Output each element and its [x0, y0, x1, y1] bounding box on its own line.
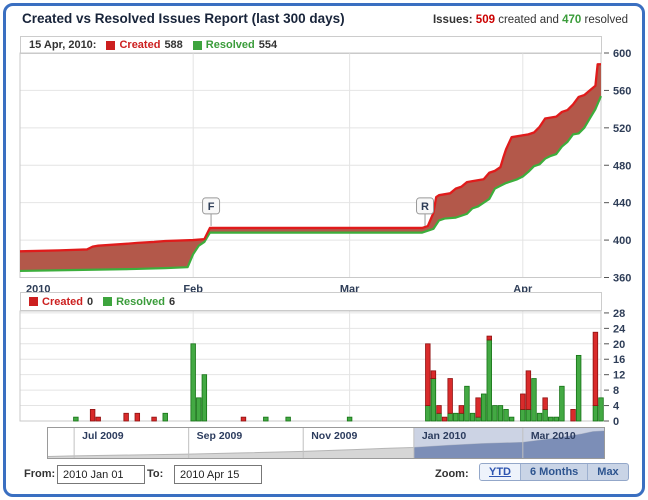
zoom-max-button[interactable]: Max: [588, 464, 627, 480]
created-line: [19, 63, 601, 253]
main-chart-legend: 15 Apr, 2010: Created 588 Resolved 554: [20, 36, 602, 54]
stacked-bars: [73, 331, 604, 422]
svg-text:F: F: [208, 201, 215, 213]
svg-text:Nov 2009: Nov 2009: [311, 430, 357, 442]
svg-text:560: 560: [613, 85, 631, 97]
svg-text:440: 440: [613, 198, 631, 210]
created-swatch-icon: [106, 40, 116, 50]
svg-text:360: 360: [613, 273, 631, 285]
svg-text:16: 16: [613, 354, 625, 366]
svg-text:600: 600: [613, 48, 631, 60]
bar-legend-created-value: 0: [86, 295, 94, 308]
svg-text:520: 520: [613, 123, 631, 135]
issues-summary-prefix: Issues:: [432, 14, 473, 26]
issues-summary-suffix: resolved: [584, 14, 628, 26]
to-label: To:: [147, 468, 164, 480]
resolved-line: [19, 95, 603, 273]
bar-legend-created-label: Created: [42, 295, 83, 308]
svg-text:480: 480: [613, 160, 631, 172]
svg-text:Jan 2010: Jan 2010: [422, 430, 467, 442]
legend-created-label: Created: [119, 39, 161, 51]
zoom-ytd-button[interactable]: YTD: [480, 464, 521, 480]
issues-summary: Issues: 509 created and 470 resolved: [433, 14, 628, 26]
svg-text:400: 400: [613, 235, 631, 247]
page-title: Created vs Resolved Issues Report (last …: [22, 11, 345, 26]
svg-text:Sep 2009: Sep 2009: [197, 430, 243, 442]
from-label: From:: [24, 468, 56, 480]
svg-text:R: R: [421, 201, 429, 213]
created-swatch-icon: [29, 297, 38, 306]
svg-text:0: 0: [613, 416, 619, 428]
bar-chart-legend: Created 0 Resolved 6: [20, 292, 602, 311]
resolved-swatch-icon: [103, 297, 113, 306]
legend-resolved-value: 554: [258, 39, 278, 51]
issues-resolved-count: 470: [562, 14, 582, 26]
resolved-swatch-icon: [192, 40, 202, 50]
svg-text:Mar 2010: Mar 2010: [531, 430, 576, 442]
bar-legend-resolved-value: 6: [169, 295, 176, 308]
bar-legend-resolved-label: Resolved: [116, 295, 166, 308]
svg-text:12: 12: [613, 370, 625, 382]
issues-summary-mid: created and: [498, 14, 559, 26]
timeline-navigator[interactable]: Jul 2009 Sep 2009 Nov 2009 Jan 2010 Mar 2010: [47, 427, 605, 459]
svg-text:Jul 2009: Jul 2009: [82, 430, 124, 442]
svg-text:8: 8: [613, 385, 619, 397]
svg-text:20: 20: [613, 339, 625, 351]
from-date-input[interactable]: [57, 465, 145, 484]
svg-text:28: 28: [613, 308, 625, 320]
legend-created-value: 588: [164, 39, 183, 51]
zoom-button-group: YTD 6 Months Max: [479, 463, 629, 481]
flag-R: R: [416, 197, 435, 226]
daily-bars-chart: 0 4 8 12 16 20 24 28: [19, 308, 626, 428]
legend-resolved-label: Resolved: [205, 39, 255, 51]
legend-date: 15 Apr, 2010:: [29, 39, 97, 51]
zoom-6months-button[interactable]: 6 Months: [521, 464, 589, 480]
to-date-input[interactable]: [174, 465, 262, 484]
issues-created-count: 509: [475, 14, 495, 26]
zoom-label: Zoom:: [435, 468, 469, 480]
svg-text:24: 24: [613, 323, 626, 335]
flag-F: F: [202, 197, 221, 226]
svg-text:4: 4: [613, 401, 620, 413]
